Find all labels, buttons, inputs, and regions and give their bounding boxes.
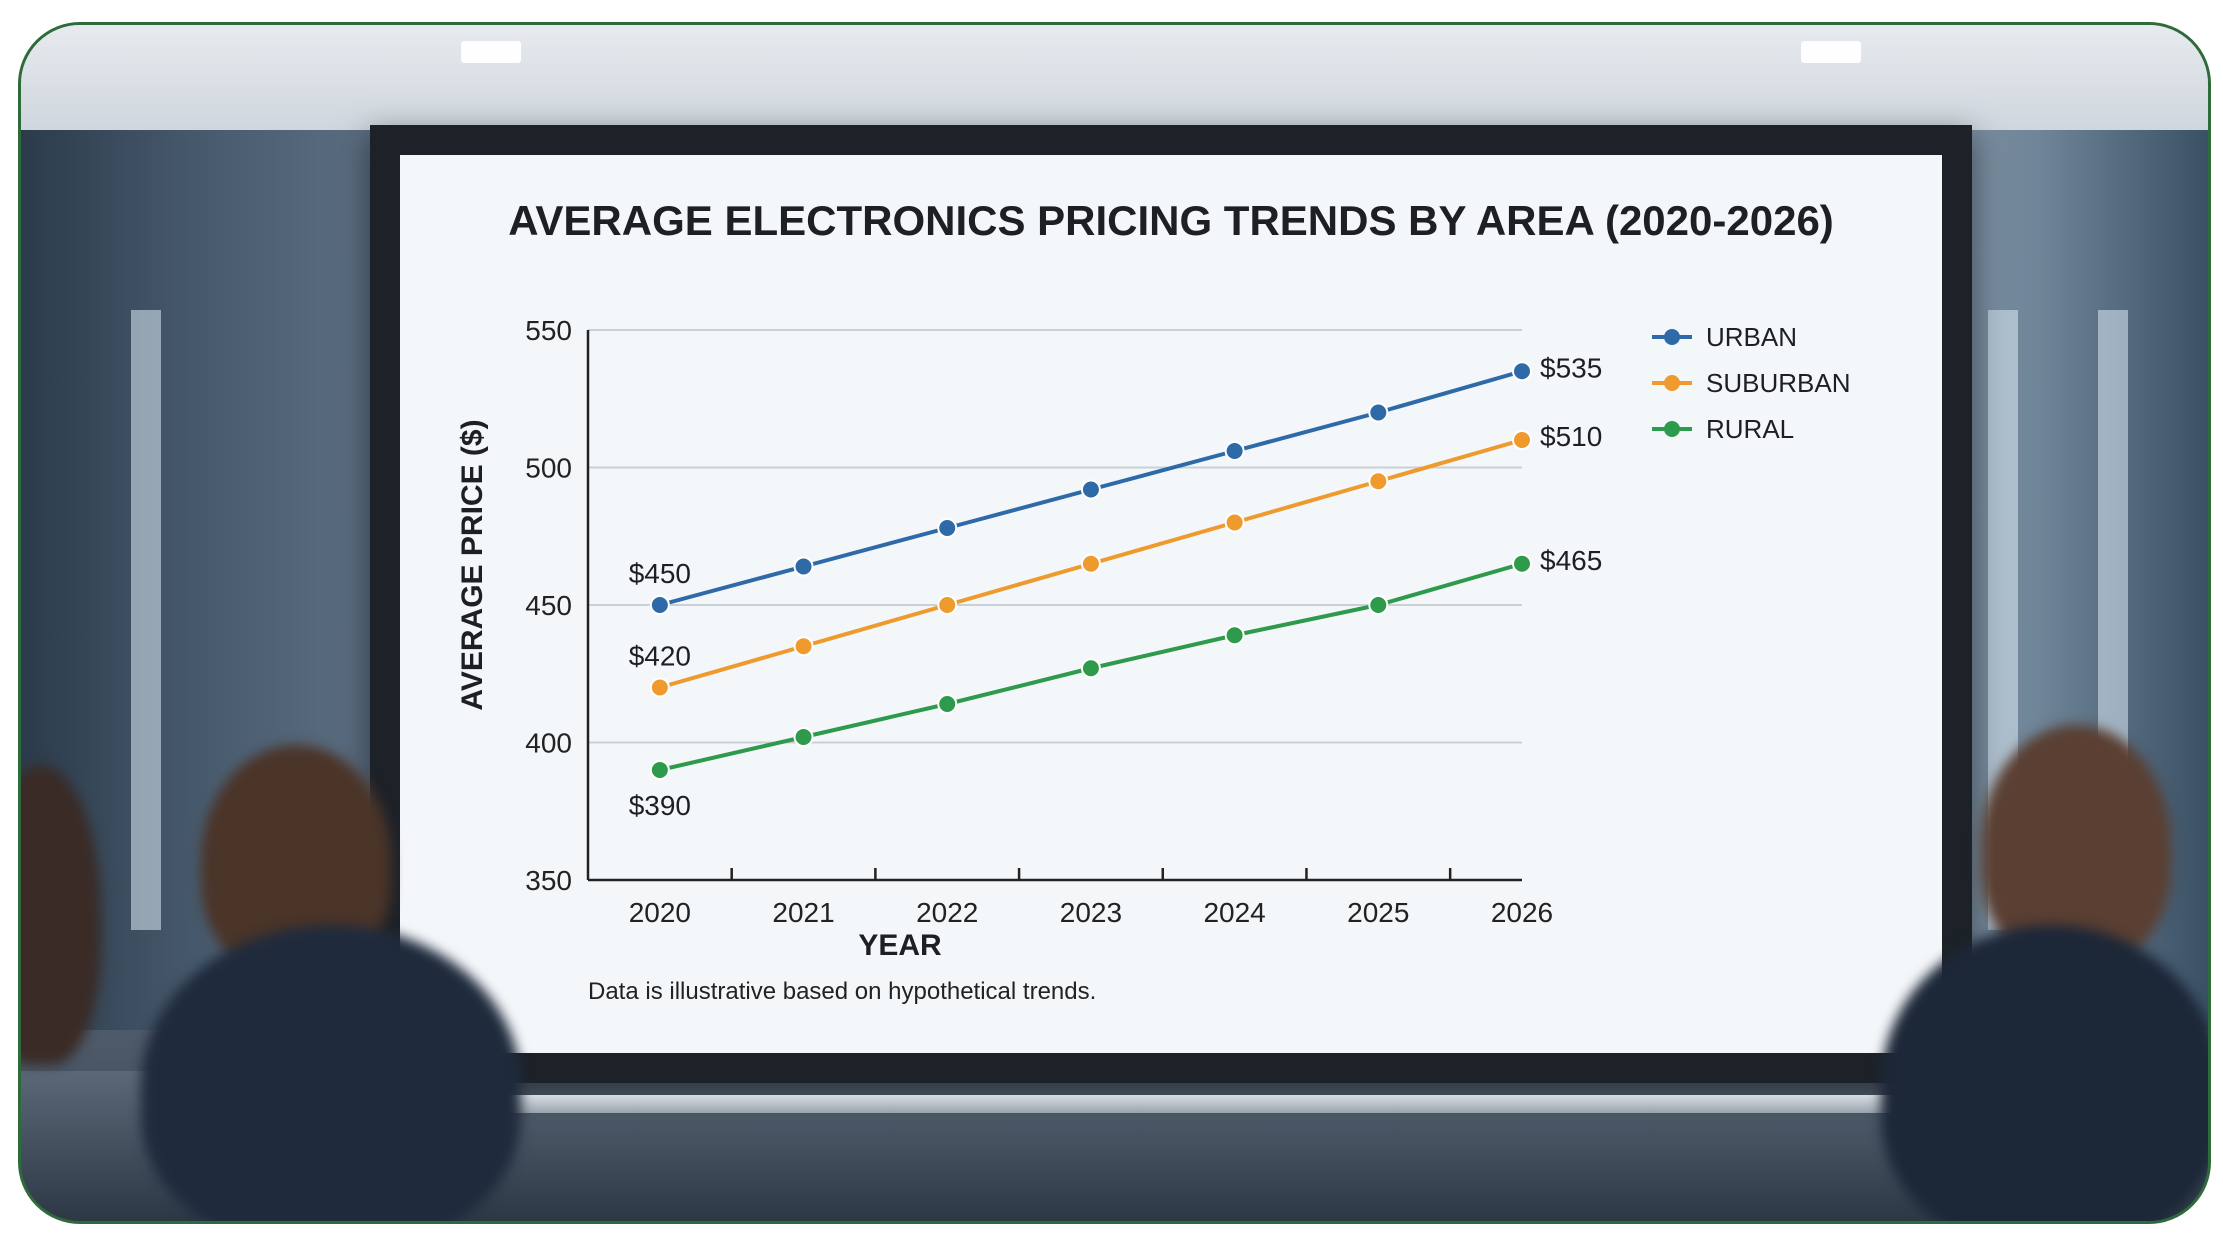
data-labels: $450 $420 $390 $535 $510 $465 — [629, 352, 1603, 821]
legend: URBAN SUBURBAN RURAL — [1652, 322, 1850, 444]
audience-person — [141, 925, 521, 1221]
audience-person — [1981, 725, 2171, 965]
data-point-rural — [793, 727, 814, 747]
x-tick-label: 2025 — [1347, 897, 1409, 928]
window — [131, 310, 161, 930]
gridlines — [588, 329, 1522, 744]
axes: 350 400 450 500 550 2020 2021 2022 2023 2024 2025 2… — [525, 315, 1553, 928]
x-tick-label: 2024 — [1203, 897, 1265, 928]
legend-swatch-dot — [1664, 329, 1680, 345]
chart-footnote: Data is illustrative based on hypothetic… — [588, 978, 1096, 1005]
data-point-rural — [1080, 658, 1101, 679]
x-tick-label: 2020 — [629, 897, 691, 928]
data-label: $390 — [629, 790, 691, 821]
data-point-urban — [793, 556, 814, 577]
data-point-rural — [937, 694, 958, 714]
data-label: $465 — [1540, 545, 1602, 576]
x-tick-label: 2021 — [772, 897, 834, 928]
legend-swatch-dot — [1664, 375, 1680, 391]
data-point-urban — [1080, 479, 1101, 500]
data-label: $420 — [629, 641, 691, 672]
ceiling-light — [1801, 41, 1861, 63]
x-tick-label: 2026 — [1491, 897, 1553, 928]
y-tick-label: 450 — [525, 590, 572, 621]
series-lines — [649, 361, 1532, 780]
y-axis-label: AVERAGE PRICE ($) — [456, 419, 489, 710]
x-tick-label: 2022 — [916, 897, 978, 928]
data-point-suburban — [1224, 512, 1245, 533]
data-point-suburban — [793, 636, 814, 657]
data-point-urban — [649, 595, 670, 615]
data-point-suburban — [1512, 430, 1532, 450]
legend-swatch-dot — [1664, 421, 1680, 437]
screen-ledge — [351, 1095, 1991, 1113]
projector-screen: AVERAGE ELECTRONICS PRICING TRENDS BY AR… — [400, 155, 1942, 1053]
data-point-urban — [1224, 441, 1245, 461]
y-tick-label: 500 — [525, 453, 572, 484]
data-point-suburban — [1080, 553, 1101, 574]
data-point-suburban — [1368, 471, 1389, 492]
data-label: $450 — [629, 558, 691, 589]
x-tick-label: 2023 — [1060, 897, 1122, 928]
data-label: $535 — [1540, 352, 1602, 383]
data-label: $510 — [1540, 421, 1602, 452]
ceiling-light — [461, 41, 521, 63]
photo-frame: AVERAGE ELECTRONICS PRICING TRENDS BY AR… — [18, 22, 2211, 1224]
y-tick-label: 400 — [525, 728, 572, 759]
data-point-rural — [1224, 625, 1245, 646]
data-point-rural — [1512, 553, 1532, 574]
y-tick-label: 550 — [525, 315, 572, 346]
y-tick-label: 350 — [525, 865, 572, 896]
projector-screen-bezel: AVERAGE ELECTRONICS PRICING TRENDS BY AR… — [370, 125, 1972, 1083]
legend-label: URBAN — [1706, 322, 1797, 352]
chart-title: AVERAGE ELECTRONICS PRICING TRENDS BY AR… — [508, 197, 1834, 244]
data-point-urban — [1368, 402, 1389, 423]
data-point-urban — [937, 518, 958, 538]
data-point-rural — [649, 760, 670, 780]
audience-person — [1881, 925, 2208, 1221]
x-axis-label: YEAR — [858, 929, 942, 962]
line-chart: AVERAGE ELECTRONICS PRICING TRENDS BY AR… — [456, 197, 1850, 1005]
legend-label: RURAL — [1706, 414, 1794, 444]
data-point-suburban — [649, 677, 670, 698]
data-point-urban — [1512, 361, 1532, 382]
legend-label: SUBURBAN — [1706, 368, 1850, 398]
data-point-suburban — [937, 595, 958, 615]
ceiling — [21, 25, 2208, 130]
data-point-rural — [1368, 595, 1389, 615]
